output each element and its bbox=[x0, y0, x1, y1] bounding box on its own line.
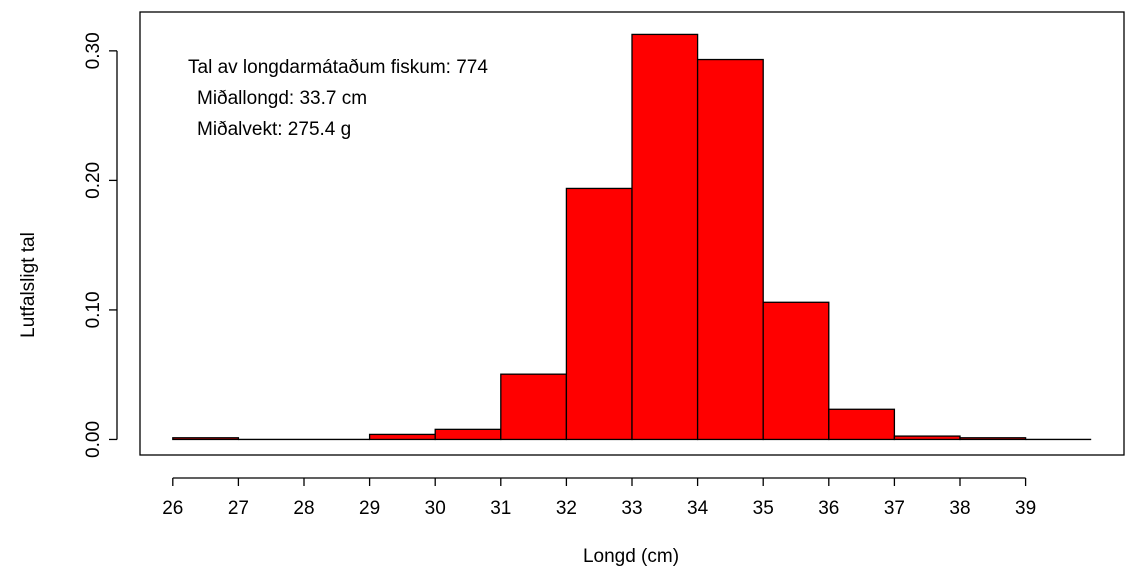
bar-33-34 bbox=[631, 33, 699, 441]
bars-group bbox=[172, 33, 1092, 441]
bar-37-38 bbox=[893, 435, 961, 441]
bar-35-36 bbox=[762, 301, 830, 441]
x-axis: 26 27 28 29 30 31 32 33 34 35 36 37 38 39 bbox=[162, 477, 1036, 519]
annotation-mean-length: Miðallongd: 33.7 cm bbox=[197, 88, 367, 109]
x-tick-label-37: 37 bbox=[884, 498, 905, 519]
bar-31-32 bbox=[500, 373, 568, 441]
x-tick-label-31: 31 bbox=[490, 498, 511, 519]
y-tick-label-0.30: 0.30 bbox=[83, 32, 104, 69]
x-tick-label-34: 34 bbox=[687, 498, 709, 519]
x-tick-label-28: 28 bbox=[293, 498, 314, 519]
bar-34-35 bbox=[696, 58, 764, 441]
x-tick-label-36: 36 bbox=[818, 498, 839, 519]
bar-29-30 bbox=[368, 433, 436, 441]
y-axis-title: Lutfalsligt tal bbox=[18, 232, 39, 338]
bar-32-33 bbox=[565, 187, 633, 441]
x-tick-label-35: 35 bbox=[753, 498, 774, 519]
y-tick-label-0.20: 0.20 bbox=[83, 162, 104, 199]
y-axis: 0.00 0.10 0.20 0.30 bbox=[83, 32, 118, 458]
x-tick-label-39: 39 bbox=[1015, 498, 1036, 519]
x-tick-label-30: 30 bbox=[425, 498, 446, 519]
bar-26-27 bbox=[172, 437, 240, 441]
x-tick-label-29: 29 bbox=[359, 498, 380, 519]
x-tick-label-26: 26 bbox=[162, 498, 183, 519]
x-tick-label-32: 32 bbox=[556, 498, 577, 519]
bar-38-39 bbox=[959, 437, 1027, 441]
plot-frame bbox=[139, 11, 1125, 456]
annotation-mean-weight: Miðalvekt: 275.4 g bbox=[197, 119, 351, 140]
annotation-fish-count: Tal av longdarmátaðum fiskum: 774 bbox=[188, 57, 488, 78]
x-tick-label-33: 33 bbox=[621, 498, 642, 519]
y-tick-label-0.00: 0.00 bbox=[83, 421, 104, 458]
x-tick-label-27: 27 bbox=[228, 498, 249, 519]
x-tick-label-38: 38 bbox=[949, 498, 970, 519]
x-axis-title: Longd (cm) bbox=[583, 546, 679, 567]
bar-36-37 bbox=[828, 408, 896, 441]
y-tick-label-0.10: 0.10 bbox=[83, 291, 104, 328]
bar-30-31 bbox=[434, 428, 502, 441]
